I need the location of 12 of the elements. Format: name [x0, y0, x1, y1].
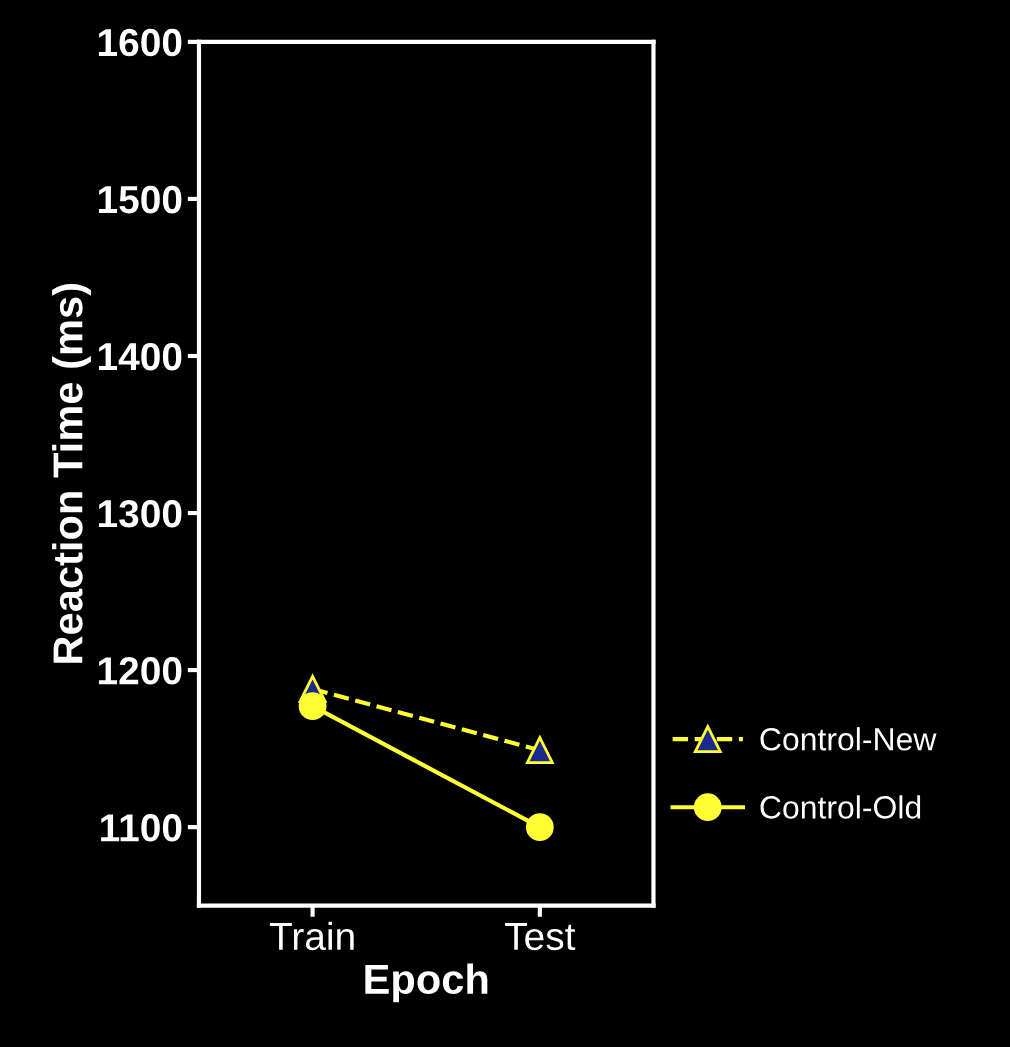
y-tick-label: 1100	[101, 814, 182, 842]
y-axis-title: Reaction Time (ms)	[52, 284, 91, 663]
y-tick-label: 1400	[98, 342, 182, 371]
y-tick-label: 1600	[98, 28, 182, 57]
legend-label: Control-Old	[760, 795, 921, 819]
x-axis-title: Epoch	[365, 963, 488, 1003]
x-tick-label: Train	[269, 921, 354, 951]
legend-label: Control-New	[760, 727, 937, 751]
y-tick-label: 1300	[98, 499, 182, 528]
y-tick-label: 1200	[98, 657, 182, 685]
x-tick-label: Test	[505, 923, 576, 951]
y-tick-label: 1500	[98, 185, 182, 214]
